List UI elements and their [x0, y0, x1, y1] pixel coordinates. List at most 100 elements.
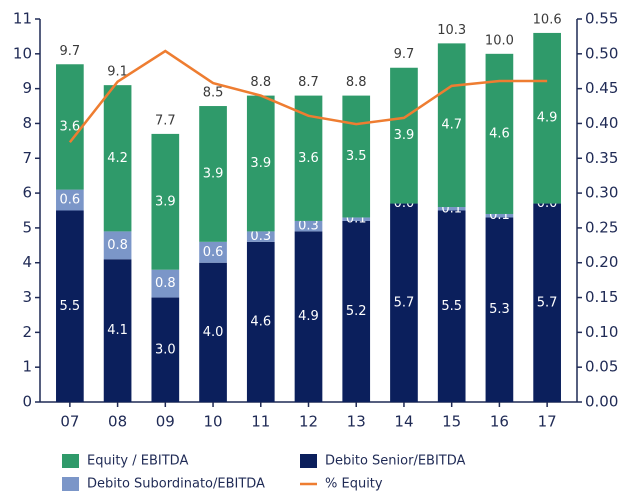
bar-segment	[342, 95, 371, 218]
segment-label: 4.9	[298, 309, 319, 324]
total-label: 9.7	[60, 44, 81, 59]
y2-tick-label: 0.55	[585, 10, 618, 28]
total-label: 8.5	[203, 86, 224, 101]
bar-segment	[56, 210, 84, 402]
legend-label: Debito Senior/EBITDA	[325, 454, 466, 469]
total-label: 7.7	[155, 113, 176, 128]
segment-label: 0.6	[203, 245, 224, 260]
segment-label: 5.2	[346, 304, 367, 319]
legend-swatch	[62, 454, 79, 468]
y-tick-label: 6	[22, 184, 32, 202]
bar-segment	[246, 241, 275, 402]
segment-label: 0.6	[60, 193, 81, 208]
bar-segment	[199, 106, 227, 242]
total-label: 8.7	[298, 75, 319, 90]
total-label: 8.8	[250, 75, 271, 90]
segment-label: 4.6	[489, 126, 510, 141]
legend-swatch	[300, 454, 317, 468]
bar-segment	[390, 67, 418, 204]
segment-label: 3.6	[298, 151, 319, 166]
bar-segment	[485, 213, 514, 218]
y-tick-label: 10	[13, 44, 32, 62]
bar-segment	[56, 64, 84, 190]
y-tick-label: 11	[13, 10, 32, 28]
segment-label: 0.8	[107, 238, 128, 253]
segment-label: 5.3	[489, 302, 510, 317]
segment-label: 4.1	[107, 323, 128, 338]
y2-tick-label: 0.35	[585, 149, 618, 167]
y2-tick-label: 0.15	[585, 288, 618, 306]
segment-label: 4.9	[537, 111, 558, 126]
bar-segment	[485, 217, 514, 402]
segment-label: 3.0	[155, 342, 176, 357]
y2-tick-label: 0.40	[585, 114, 618, 132]
segment-label: 4.0	[203, 325, 224, 340]
total-label: 10.3	[437, 23, 466, 38]
bar-segment	[390, 203, 418, 402]
total-label: 9.7	[394, 47, 415, 62]
x-tick-label: 10	[203, 413, 222, 431]
segment-label: 3.9	[155, 194, 176, 209]
bar-segment	[151, 297, 180, 402]
x-tick-label: 09	[156, 413, 175, 431]
segment-label: 0.8	[155, 276, 176, 291]
y-tick-label: 5	[22, 218, 32, 236]
y-tick-label: 3	[22, 288, 32, 306]
segment-label: 0.3	[298, 219, 319, 234]
bar-segment	[437, 207, 466, 211]
y2-tick-label: 0.20	[585, 253, 618, 271]
y2-tick-label: 0.10	[585, 323, 618, 341]
total-label: 10.0	[485, 33, 514, 48]
bar-segment	[342, 220, 371, 402]
bar-segment	[246, 231, 275, 242]
y2-tick-label: 0.25	[585, 218, 618, 236]
bar-segment	[199, 241, 227, 263]
segment-label: 5.5	[441, 299, 462, 314]
total-label: 8.8	[346, 75, 367, 90]
segment-label: 5.5	[60, 299, 81, 314]
y-tick-label: 2	[22, 323, 32, 341]
legend-swatch	[62, 477, 79, 491]
bar-segment	[533, 203, 561, 402]
bar-segment	[151, 269, 180, 298]
y-tick-label: 9	[22, 79, 32, 97]
x-tick-label: 17	[538, 413, 557, 431]
segment-label: 4.6	[250, 314, 271, 329]
segment-label: 4.7	[441, 118, 462, 133]
total-label: 9.1	[107, 65, 128, 80]
x-tick-label: 08	[108, 413, 127, 431]
segment-label: 3.5	[346, 149, 367, 164]
y-tick-label: 7	[22, 149, 32, 167]
bar-segment	[151, 133, 180, 270]
x-tick-label: 15	[442, 413, 461, 431]
total-label: 10.6	[533, 12, 562, 27]
bar-segment	[294, 231, 323, 402]
segment-label: 5.7	[394, 295, 415, 310]
y-tick-label: 0	[22, 393, 32, 411]
x-tick-label: 12	[299, 413, 318, 431]
x-tick-label: 16	[490, 413, 509, 431]
y-tick-label: 8	[22, 114, 32, 132]
bar-segment	[56, 189, 84, 211]
y-tick-label: 1	[22, 358, 32, 376]
bar-segment	[246, 95, 275, 232]
bar-segment	[342, 217, 371, 221]
legend-label: Debito Subordinato/EBITDA	[87, 477, 265, 492]
y2-tick-label: 0.50	[585, 44, 618, 62]
bar-segment	[199, 262, 227, 402]
y2-tick-label: 0.30	[585, 184, 618, 202]
bar-segment	[437, 210, 466, 402]
y2-tick-label: 0.45	[585, 79, 618, 97]
bar-segment	[103, 85, 132, 232]
bar-segment	[103, 259, 132, 402]
bar-segment	[103, 231, 132, 260]
y-tick-label: 4	[22, 253, 32, 271]
bar-segment	[437, 43, 466, 208]
legend-label: % Equity	[325, 477, 383, 492]
bar-segment	[533, 32, 561, 204]
segment-label: 3.9	[250, 156, 271, 171]
x-tick-label: 11	[251, 413, 270, 431]
segment-label: 3.9	[394, 128, 415, 143]
segment-label: 3.9	[203, 166, 224, 181]
